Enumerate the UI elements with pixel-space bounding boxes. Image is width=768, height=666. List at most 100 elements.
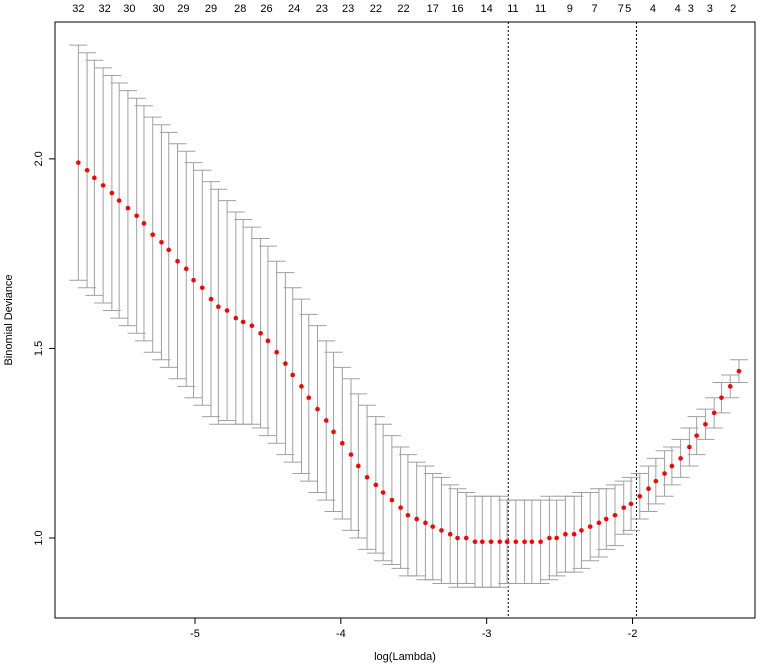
point	[265, 338, 271, 344]
point	[587, 524, 593, 529]
top-label: 7	[592, 3, 598, 15]
point	[331, 429, 336, 435]
point	[472, 539, 478, 545]
point	[199, 285, 205, 291]
point	[447, 531, 453, 537]
point	[571, 531, 577, 537]
top-label: 23	[342, 3, 354, 15]
point	[554, 535, 559, 541]
top-label: 24	[288, 3, 300, 15]
top-label: 26	[260, 3, 272, 15]
point	[621, 505, 627, 510]
point	[183, 266, 189, 272]
point	[529, 539, 535, 545]
top-label: 28	[234, 3, 246, 15]
point	[603, 516, 609, 522]
point	[488, 539, 494, 545]
point	[538, 539, 543, 545]
top-label: 32	[72, 3, 84, 15]
y-tick-label: 1.0	[33, 530, 45, 545]
point	[547, 535, 552, 541]
point	[208, 296, 214, 302]
point	[423, 520, 428, 526]
x-axis-title: log(Lambda)	[374, 651, 436, 663]
point	[579, 528, 584, 533]
point	[646, 486, 651, 492]
point	[339, 440, 345, 446]
point	[159, 239, 164, 245]
x-tick-label: -4	[336, 628, 346, 640]
point	[116, 198, 122, 203]
top-label: 23	[316, 3, 328, 15]
top-label: 2	[730, 3, 736, 15]
point	[258, 330, 263, 336]
point	[224, 308, 230, 313]
x-tick-label: -3	[482, 628, 492, 640]
point	[694, 433, 699, 438]
top-label: 5	[625, 3, 631, 15]
point	[398, 505, 403, 510]
top-label: 3	[707, 3, 713, 15]
top-label: 3	[688, 3, 694, 15]
point	[463, 535, 469, 541]
plot-frame	[54, 21, 756, 619]
point	[687, 444, 692, 450]
point	[405, 512, 411, 518]
point	[323, 418, 329, 423]
point	[736, 368, 742, 374]
top-label: 30	[152, 3, 164, 15]
point	[711, 410, 717, 416]
top-label: 22	[397, 3, 409, 15]
top-label: 30	[123, 3, 135, 15]
point	[669, 463, 675, 469]
point	[306, 395, 312, 401]
top-label: 29	[177, 3, 189, 15]
y-tick-label: 2.0	[33, 151, 45, 166]
point	[150, 232, 156, 237]
point	[497, 539, 503, 545]
point	[233, 315, 239, 321]
point	[134, 213, 139, 219]
point	[513, 539, 519, 545]
point	[283, 361, 288, 366]
point	[175, 258, 180, 264]
point	[191, 277, 196, 283]
point	[240, 319, 246, 325]
point	[628, 501, 634, 507]
y-axis-title: Binomial Deviance	[3, 274, 15, 365]
point	[504, 539, 510, 545]
point	[141, 221, 147, 226]
point	[727, 384, 733, 389]
point	[662, 471, 667, 476]
point	[290, 372, 296, 378]
point	[703, 421, 708, 427]
point	[299, 384, 304, 389]
top-label: 16	[451, 3, 463, 15]
point	[315, 406, 320, 412]
top-label: 17	[427, 3, 439, 15]
point	[125, 205, 131, 211]
point	[166, 247, 172, 253]
point	[479, 539, 485, 545]
top-label: 22	[370, 3, 382, 15]
point	[100, 183, 106, 188]
point	[637, 493, 643, 499]
point	[612, 512, 618, 518]
top-label: 32	[98, 3, 110, 15]
point	[414, 516, 419, 522]
point	[380, 490, 386, 495]
top-label: 4	[650, 3, 656, 15]
point	[348, 452, 354, 457]
point	[76, 160, 81, 165]
top-label: 29	[205, 3, 217, 15]
top-label: 9	[567, 3, 573, 15]
point	[439, 528, 444, 533]
point	[216, 304, 221, 310]
point	[249, 323, 255, 328]
point	[430, 524, 436, 529]
point	[455, 535, 460, 541]
top-label: 7	[618, 3, 624, 15]
point	[522, 539, 527, 545]
